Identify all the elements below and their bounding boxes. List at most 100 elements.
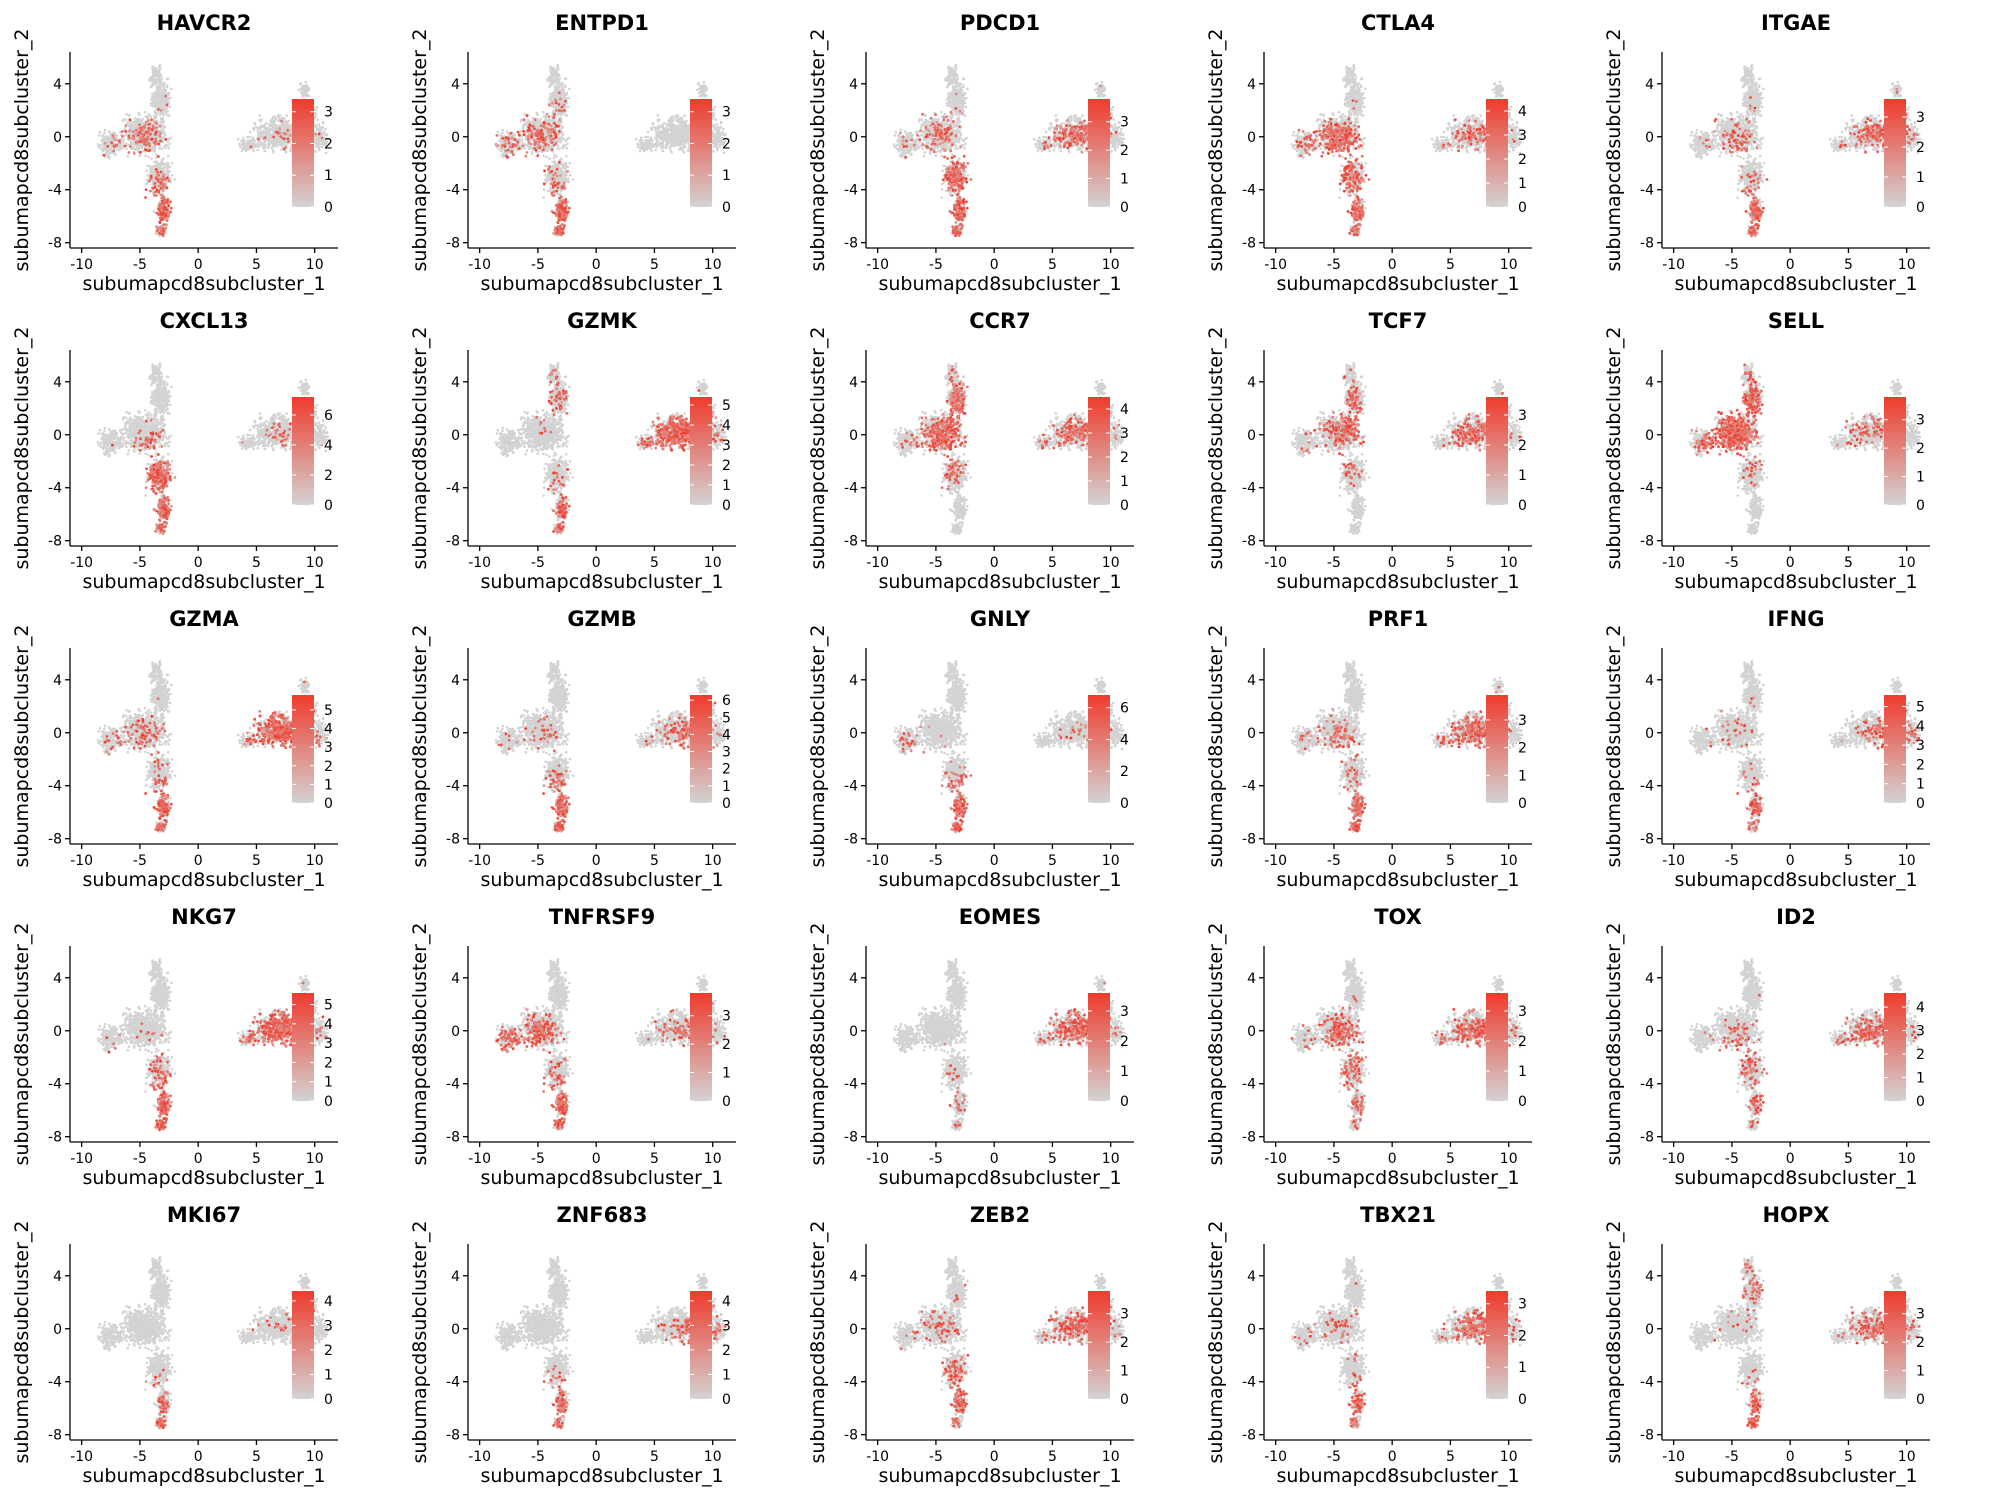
cell-point [159, 84, 162, 87]
cell-point [150, 177, 153, 180]
cell-point [285, 114, 288, 117]
cell-point [150, 118, 153, 121]
cell-point [144, 111, 147, 114]
cell-point [141, 133, 144, 136]
cell-point [147, 119, 150, 122]
cell-point [157, 130, 160, 133]
cell-point [155, 156, 158, 159]
cell-point [158, 134, 161, 137]
cell-point [164, 186, 167, 189]
cell-point [269, 141, 272, 144]
cell-point [106, 145, 109, 148]
cell-point [140, 144, 143, 147]
cell-point [167, 204, 170, 207]
cell-point [305, 81, 308, 84]
cell-point [249, 136, 252, 139]
cell-point [264, 146, 267, 149]
cell-point [122, 118, 125, 121]
cell-point [144, 196, 147, 199]
cell-point [157, 164, 160, 167]
cell-point [107, 149, 110, 152]
cell-point [289, 131, 292, 134]
cell-point [315, 145, 318, 148]
cell-point [315, 113, 318, 116]
cell-point [131, 137, 134, 140]
cell-point [114, 132, 117, 135]
cell-point [155, 177, 158, 180]
cell-point [153, 73, 156, 76]
cell-point [298, 89, 301, 92]
cell-point [135, 129, 138, 132]
cell-point [167, 155, 170, 158]
cell-point [97, 146, 100, 149]
cell-point [170, 88, 173, 91]
cell-point [97, 143, 100, 146]
cell-point [100, 140, 103, 143]
cell-point [320, 132, 323, 135]
cell-point [279, 114, 282, 117]
cell-point [160, 92, 163, 95]
cell-point [164, 134, 167, 137]
cell-point [168, 138, 171, 141]
cell-point [161, 168, 164, 171]
cell-point [242, 136, 245, 139]
cell-point [149, 129, 152, 132]
cell-point [159, 64, 162, 67]
cell-point [124, 130, 127, 133]
cell-point [103, 154, 106, 157]
cell-point [125, 119, 128, 122]
cell-point [107, 137, 110, 140]
cell-point [132, 135, 135, 138]
cell-point [162, 83, 165, 86]
cell-point [163, 86, 166, 89]
cell-point [155, 112, 158, 115]
cell-point [318, 138, 321, 141]
cell-point [162, 189, 165, 192]
cell-point [144, 154, 147, 157]
cell-point [237, 138, 240, 141]
cell-point [158, 86, 161, 89]
cell-point [148, 113, 151, 116]
cell-point [323, 131, 326, 134]
cell-point [168, 143, 171, 146]
cell-point [157, 108, 160, 111]
cell-point [138, 113, 141, 116]
cell-point [154, 186, 157, 189]
cell-point [160, 171, 163, 174]
cell-point [161, 147, 164, 150]
cell-point [254, 126, 257, 129]
cell-point [290, 150, 293, 153]
cell-point [157, 155, 160, 158]
cell-point [154, 127, 157, 130]
cell-point [123, 145, 126, 148]
cell-point [159, 221, 162, 224]
panel-havcr2: HAVCR2-10 -5 0 5 10-8-404subumapcd8subcluste… [11, 11, 338, 295]
cell-point [109, 149, 112, 152]
cell-point [265, 139, 268, 142]
cell-point [158, 147, 161, 150]
cell-point [150, 157, 153, 160]
cell-point [259, 114, 262, 117]
cell-point [128, 124, 131, 127]
cell-point [133, 152, 136, 155]
cell-point [166, 167, 169, 170]
cell-point [154, 105, 157, 108]
cell-point [112, 150, 115, 153]
cell-point [105, 154, 108, 157]
cell-point [156, 161, 159, 164]
cell-point [164, 95, 167, 98]
cell-point [153, 148, 156, 151]
cell-point [128, 114, 131, 117]
cell-point [259, 141, 262, 144]
cell-point [316, 143, 319, 146]
cell-point [155, 117, 158, 120]
cell-point [165, 112, 168, 115]
cell-point [154, 142, 157, 145]
cell-point [168, 179, 171, 182]
cell-point [101, 134, 104, 137]
cell-point [257, 146, 260, 149]
cell-point [162, 109, 165, 112]
cell-point [100, 148, 103, 151]
cell-point [301, 95, 304, 98]
cell-point [167, 97, 170, 100]
